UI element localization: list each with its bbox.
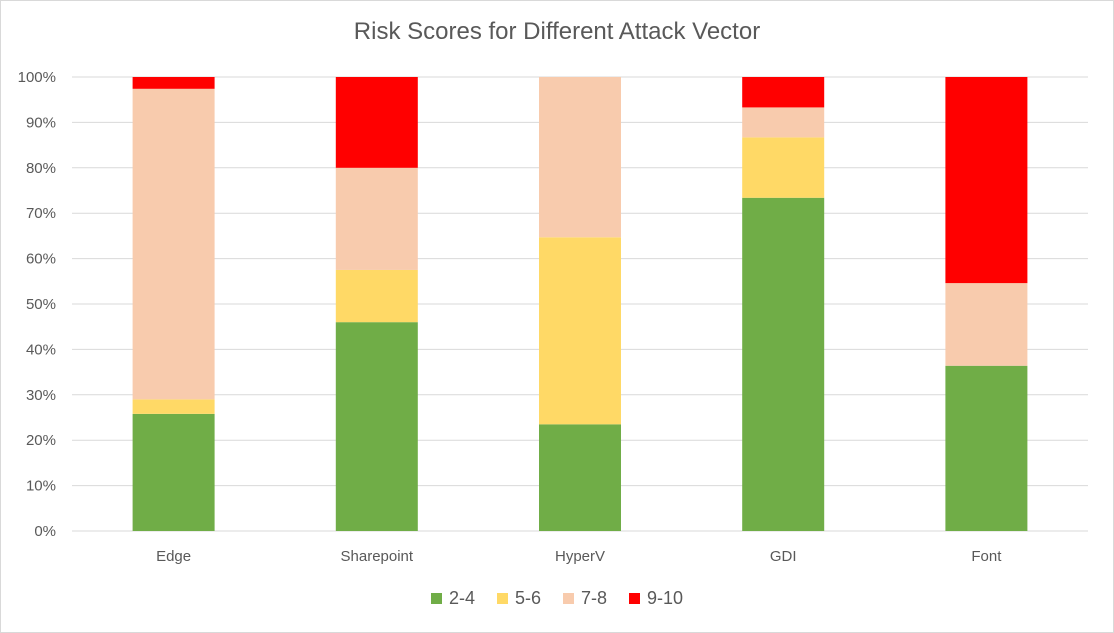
bar-segment-gdi-9-10 [742, 77, 825, 108]
x-category-label: HyperV [555, 548, 605, 565]
legend-item: 5-6 [496, 588, 541, 609]
bar-segment-sharepoint-9-10 [335, 77, 418, 168]
y-tick-label: 100% [18, 69, 56, 86]
bar-segment-edge-2-4 [132, 413, 215, 531]
chart-legend: 2-4 5-6 7-8 9-10 [0, 588, 1114, 609]
bar-segment-edge-5-6 [132, 399, 215, 414]
x-category-label: GDI [770, 548, 797, 565]
legend-swatch [562, 593, 574, 604]
legend-label: 7-8 [580, 588, 607, 608]
bar-segment-sharepoint-7-8 [335, 167, 418, 270]
bar-segment-font-9-10 [945, 77, 1028, 284]
bar-segment-sharepoint-5-6 [335, 269, 418, 323]
bar-segment-edge-7-8 [132, 88, 215, 400]
bar-segment-font-2-4 [945, 365, 1028, 531]
x-category-label: Edge [156, 548, 191, 565]
legend-swatch [430, 593, 442, 604]
y-tick-label: 60% [26, 251, 56, 268]
bar-segment-gdi-7-8 [742, 107, 825, 138]
legend-item: 7-8 [562, 588, 607, 609]
y-tick-label: 70% [26, 205, 56, 222]
chart-title: Risk Scores for Different Attack Vector [353, 18, 761, 45]
legend-label: 5-6 [514, 588, 541, 608]
bar-segment-sharepoint-2-4 [335, 322, 418, 531]
legend-item: 9-10 [629, 588, 683, 609]
bar-segment-hyperv-7-8 [539, 77, 621, 238]
legend-item: 2-4 [430, 588, 475, 609]
bar-segment-edge-9-10 [132, 77, 215, 89]
y-tick-label: 50% [26, 296, 56, 313]
legend-label: 2-4 [448, 588, 475, 608]
bar-segment-hyperv-5-6 [539, 237, 621, 425]
y-tick-label: 0% [34, 523, 56, 540]
y-tick-label: 90% [26, 114, 56, 131]
y-tick-label: 30% [26, 387, 56, 404]
x-category-label: Sharepoint [341, 548, 414, 565]
bar-segment-gdi-2-4 [742, 197, 825, 532]
bar-segment-hyperv-2-4 [539, 424, 621, 531]
y-tick-label: 20% [26, 432, 56, 449]
legend-label: 9-10 [647, 588, 684, 608]
x-category-label: Font [971, 548, 1002, 565]
bar-segment-gdi-5-6 [742, 137, 825, 198]
bar-segment-font-7-8 [945, 283, 1028, 366]
legend-swatch [629, 593, 640, 604]
legend-swatch [496, 593, 508, 604]
y-tick-label: 10% [26, 478, 56, 495]
y-tick-label: 40% [26, 341, 56, 358]
y-tick-label: 80% [26, 160, 56, 177]
